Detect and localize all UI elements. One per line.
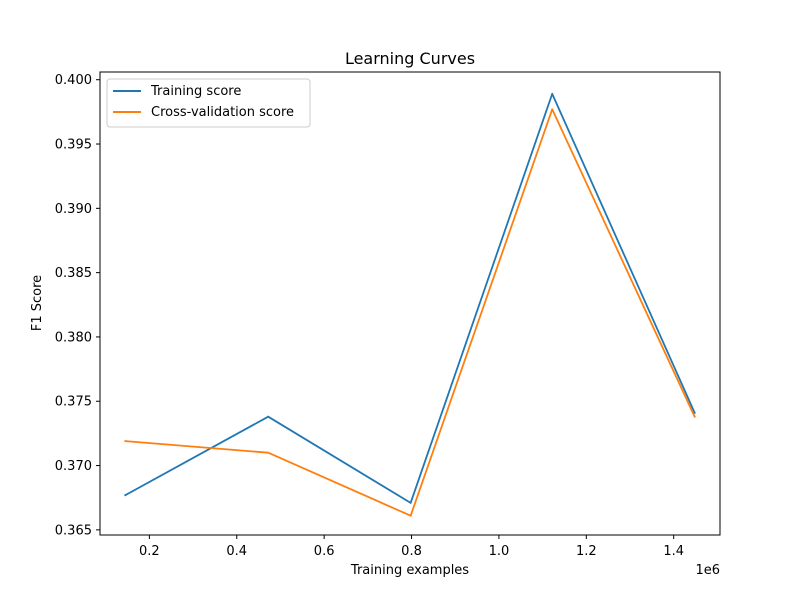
series-line-0	[124, 92, 696, 504]
x-tick-label: 0.4	[226, 544, 247, 559]
legend: Training score Cross-validation score	[106, 78, 311, 128]
legend-label-training: Training score	[150, 84, 241, 99]
legend-box	[106, 78, 311, 128]
x-tick-label: 1.4	[663, 544, 684, 559]
data-point-s0-4	[693, 411, 696, 414]
y-tick-label: 0.390	[55, 202, 92, 217]
y-tick-label: 0.385	[55, 266, 92, 281]
y-tick-label: 0.380	[55, 330, 92, 345]
data-point-s1-0	[124, 440, 127, 443]
y-tick-label: 0.370	[55, 459, 92, 474]
y-tick-label: 0.375	[55, 395, 92, 410]
x-axis-ticks: 0.2 0.4 0.6 0.8 1.0 1.2 1.4	[139, 535, 684, 559]
x-tick-label: 0.8	[401, 544, 422, 559]
x-tick-label: 1.0	[489, 544, 510, 559]
x-tick-label: 1.2	[576, 544, 597, 559]
y-axis-ticks: 0.365 0.370 0.375 0.380 0.385 0.390 0.395 0.400	[55, 73, 100, 538]
data-point-s1-2	[409, 514, 412, 517]
data-point-s0-0	[124, 494, 127, 497]
x-axis-label: Training examples	[350, 563, 469, 578]
chart-title: Learning Curves	[345, 49, 475, 68]
data-point-s1-1	[267, 451, 270, 454]
data-point-s0-3	[551, 92, 554, 95]
y-tick-label: 0.400	[55, 73, 92, 88]
x-axis-offset-label: 1e6	[695, 563, 720, 578]
data-point-s1-3	[551, 108, 554, 111]
plot-frame	[99, 71, 721, 536]
data-point-s1-4	[693, 415, 696, 418]
x-tick-label: 0.2	[139, 544, 160, 559]
y-tick-label: 0.365	[55, 523, 92, 538]
series-line-1	[124, 108, 696, 517]
x-tick-label: 0.6	[314, 544, 335, 559]
y-axis-label: F1 Score	[30, 275, 45, 331]
legend-label-cross-validation: Cross-validation score	[151, 105, 294, 120]
y-tick-label: 0.395	[55, 138, 92, 153]
data-point-s0-2	[409, 501, 412, 504]
series-layer	[124, 92, 696, 517]
data-point-s0-1	[267, 415, 270, 418]
